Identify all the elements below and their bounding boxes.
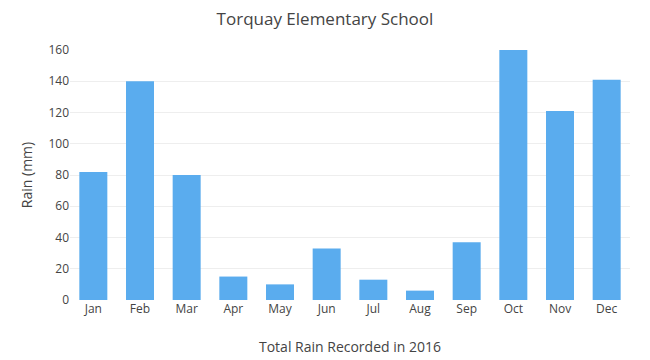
svg-text:Nov: Nov [549,300,571,317]
svg-text:80: 80 [55,166,69,183]
svg-text:Mar: Mar [175,300,197,317]
svg-text:Aug: Aug [409,300,431,317]
svg-text:160: 160 [48,41,69,58]
svg-text:Jul: Jul [366,300,381,317]
svg-text:20: 20 [55,260,69,277]
svg-text:Total Rain Recorded in 2016: Total Rain Recorded in 2016 [259,337,441,356]
svg-text:100: 100 [48,135,69,152]
svg-text:Feb: Feb [130,300,150,317]
svg-text:Dec: Dec [596,300,617,317]
svg-text:Rain (mm): Rain (mm) [17,142,36,208]
svg-text:Jun: Jun [317,300,336,317]
svg-text:Oct: Oct [504,300,523,317]
svg-text:Sep: Sep [456,300,477,317]
svg-text:Jan: Jan [84,300,102,317]
svg-text:Apr: Apr [223,300,243,317]
svg-text:Torquay Elementary School: Torquay Elementary School [217,7,434,30]
svg-text:60: 60 [55,197,69,214]
svg-text:May: May [268,300,292,317]
svg-text:40: 40 [55,229,69,246]
svg-text:0: 0 [62,291,69,308]
svg-text:120: 120 [48,104,69,121]
svg-text:140: 140 [48,72,69,89]
